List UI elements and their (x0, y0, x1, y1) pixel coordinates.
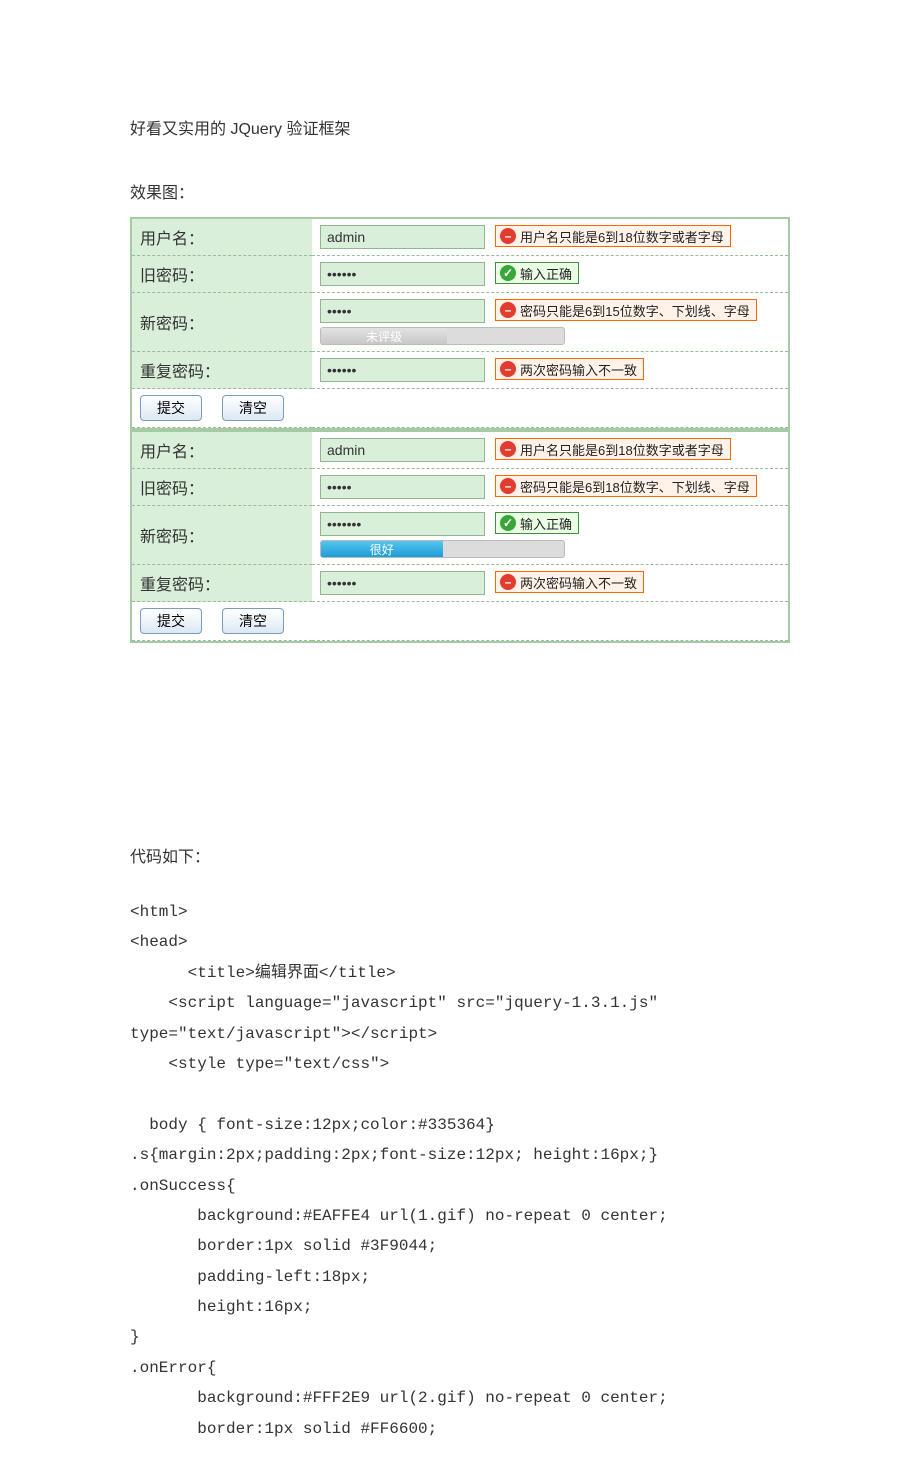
message-text: 输入正确 (520, 264, 572, 283)
form-row: 用户名： –用户名只能是6到18位数字或者字母 (132, 219, 788, 256)
form-row: 旧密码： –密码只能是6到18位数字、下划线、字母 (132, 469, 788, 506)
error-message: –两次密码输入不一致 (495, 358, 644, 380)
message-text: 密码只能是6到18位数字、下划线、字母 (520, 477, 750, 496)
field-label: 用户名： (132, 219, 312, 256)
form-row: 新密码： ✓输入正确很好 (132, 506, 788, 565)
text-input[interactable] (320, 438, 485, 462)
success-message: ✓输入正确 (495, 262, 579, 284)
page-title: 好看又实用的 JQuery 验证框架 (130, 115, 790, 139)
error-icon: – (500, 441, 516, 457)
demo-label: 效果图： (130, 179, 790, 203)
password-input[interactable] (320, 299, 485, 323)
form-row: 重复密码： –两次密码输入不一致 (132, 352, 788, 389)
field-label: 新密码： (132, 293, 312, 352)
reset-button[interactable]: 清空 (222, 608, 284, 634)
password-input[interactable] (320, 512, 485, 536)
error-message: –密码只能是6到18位数字、下划线、字母 (495, 475, 757, 497)
form-row: 用户名： –用户名只能是6到18位数字或者字母 (132, 432, 788, 469)
error-message: –密码只能是6到15位数字、下划线、字母 (495, 299, 757, 321)
password-input[interactable] (320, 571, 485, 595)
message-text: 密码只能是6到15位数字、下划线、字母 (520, 301, 750, 320)
field-label: 新密码： (132, 506, 312, 565)
submit-button[interactable]: 提交 (140, 608, 202, 634)
form-row: 旧密码： ✓输入正确 (132, 256, 788, 293)
error-icon: – (500, 361, 516, 377)
error-icon: – (500, 478, 516, 494)
code-block: <html> <head> <title>编辑界面</title> <scrip… (130, 897, 790, 1444)
message-text: 两次密码输入不一致 (520, 360, 637, 379)
field-label: 重复密码： (132, 352, 312, 389)
form-2: 用户名：–用户名只能是6到18位数字或者字母旧密码：–密码只能是6到18位数字、… (130, 430, 790, 643)
error-message: –用户名只能是6到18位数字或者字母 (495, 225, 731, 247)
check-icon: ✓ (500, 515, 516, 531)
field-label: 旧密码： (132, 256, 312, 293)
field-label: 用户名： (132, 432, 312, 469)
password-input[interactable] (320, 358, 485, 382)
field-label: 旧密码： (132, 469, 312, 506)
message-text: 两次密码输入不一致 (520, 573, 637, 592)
message-text: 用户名只能是6到18位数字或者字母 (520, 440, 724, 459)
check-icon: ✓ (500, 265, 516, 281)
submit-button[interactable]: 提交 (140, 395, 202, 421)
strength-meter: 未评级 (320, 327, 565, 345)
form-1: 用户名：–用户名只能是6到18位数字或者字母旧密码：✓输入正确新密码：–密码只能… (130, 217, 790, 430)
code-label: 代码如下： (130, 843, 790, 867)
strength-meter-bar: 未评级 (321, 328, 447, 344)
success-message: ✓输入正确 (495, 512, 579, 534)
message-text: 用户名只能是6到18位数字或者字母 (520, 227, 724, 246)
error-message: –两次密码输入不一致 (495, 571, 644, 593)
message-text: 输入正确 (520, 514, 572, 533)
strength-meter-bar: 很好 (321, 541, 443, 557)
field-label: 重复密码： (132, 565, 312, 602)
strength-meter: 很好 (320, 540, 565, 558)
form-row: 重复密码： –两次密码输入不一致 (132, 565, 788, 602)
error-icon: – (500, 302, 516, 318)
password-input[interactable] (320, 262, 485, 286)
reset-button[interactable]: 清空 (222, 395, 284, 421)
form-row: 新密码： –密码只能是6到15位数字、下划线、字母未评级 (132, 293, 788, 352)
error-icon: – (500, 574, 516, 590)
error-icon: – (500, 228, 516, 244)
text-input[interactable] (320, 225, 485, 249)
error-message: –用户名只能是6到18位数字或者字母 (495, 438, 731, 460)
password-input[interactable] (320, 475, 485, 499)
